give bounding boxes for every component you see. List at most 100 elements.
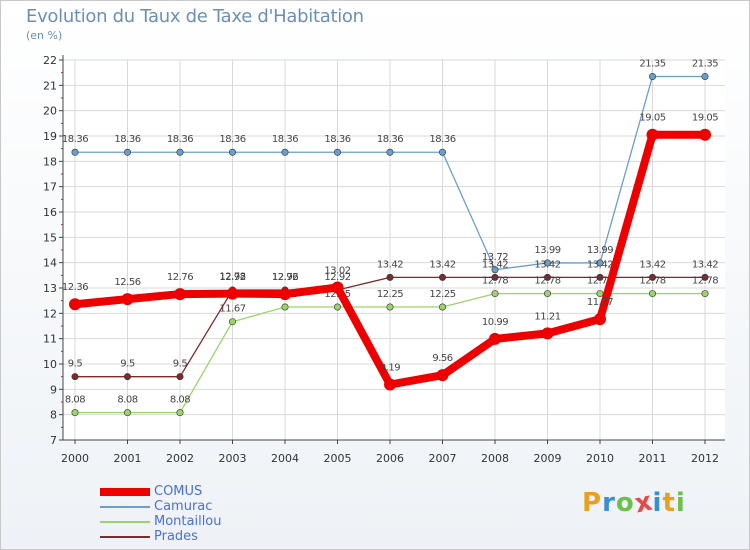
data-label-comus: 12.56 bbox=[114, 277, 140, 288]
y-tick-label: 15 bbox=[43, 231, 57, 244]
data-label-camurac: 18.36 bbox=[272, 134, 298, 145]
data-point-camurac bbox=[386, 148, 394, 156]
x-tick-label: 2004 bbox=[271, 452, 299, 465]
x-tick-label: 2009 bbox=[534, 452, 562, 465]
data-label-camurac: 18.36 bbox=[377, 134, 403, 145]
data-label-comus: 12.36 bbox=[62, 282, 88, 293]
legend-swatch bbox=[100, 520, 150, 523]
x-tick-label: 2006 bbox=[376, 452, 404, 465]
x-tick-label: 2011 bbox=[639, 452, 667, 465]
x-tick-label: 2008 bbox=[481, 452, 509, 465]
data-label-camurac: 13.99 bbox=[534, 245, 560, 256]
data-point-comus bbox=[121, 293, 134, 306]
data-label-camurac: 18.36 bbox=[219, 134, 245, 145]
data-point-prades bbox=[596, 273, 604, 281]
data-point-comus bbox=[279, 288, 291, 301]
data-point-montaillou bbox=[386, 303, 394, 311]
data-point-montaillou bbox=[71, 409, 79, 417]
data-point-prades bbox=[491, 273, 499, 281]
x-tick-label: 2003 bbox=[219, 452, 247, 465]
data-label-prades: 9.5 bbox=[173, 359, 188, 370]
data-label-prades: 12.92 bbox=[272, 272, 298, 283]
data-label-montaillou: 12.25 bbox=[429, 289, 455, 300]
chart-title: Evolution du Taux de Taxe d'Habitation bbox=[26, 6, 364, 27]
data-point-montaillou bbox=[596, 290, 604, 298]
x-tick-label: 2002 bbox=[166, 452, 194, 465]
logo-letter: i bbox=[652, 488, 663, 518]
y-tick-label: 17 bbox=[43, 181, 57, 194]
data-label-prades: 9.5 bbox=[120, 359, 135, 370]
data-point-camurac bbox=[71, 148, 79, 156]
data-point-montaillou bbox=[543, 290, 551, 298]
data-point-camurac bbox=[648, 72, 656, 80]
logo-letter: P bbox=[582, 488, 603, 518]
data-label-prades: 13.42 bbox=[534, 259, 560, 270]
data-label-prades: 13.42 bbox=[482, 259, 508, 270]
data-label-comus: 11.21 bbox=[534, 311, 560, 322]
logo-letter: r bbox=[602, 488, 616, 518]
legend-label: COMUS bbox=[154, 484, 203, 499]
y-tick-label: 14 bbox=[43, 257, 57, 270]
x-tick-label: 2001 bbox=[114, 452, 142, 465]
data-label-comus: 12.78 bbox=[219, 272, 245, 283]
data-point-comus bbox=[699, 128, 711, 141]
data-label-prades: 9.5 bbox=[68, 359, 83, 370]
legend-swatch bbox=[100, 535, 150, 538]
data-point-prades bbox=[124, 373, 132, 381]
data-point-montaillou bbox=[491, 290, 499, 298]
data-label-prades: 12.92 bbox=[324, 272, 350, 283]
data-point-camurac bbox=[281, 148, 289, 156]
data-label-prades: 13.42 bbox=[377, 259, 403, 270]
data-label-comus: 12.76 bbox=[272, 272, 298, 283]
data-point-comus bbox=[436, 369, 449, 382]
data-label-montaillou: 11.67 bbox=[219, 304, 245, 315]
data-point-comus bbox=[489, 332, 501, 345]
y-tick-label: 20 bbox=[43, 105, 57, 118]
data-point-montaillou bbox=[281, 303, 289, 311]
y-tick-label: 13 bbox=[43, 282, 57, 295]
data-label-montaillou: 12.78 bbox=[692, 276, 718, 287]
data-point-camurac bbox=[124, 148, 132, 156]
data-point-prades bbox=[648, 273, 656, 281]
legend: COMUS Camurac Montaillou Prades bbox=[100, 484, 222, 544]
data-label-camurac: 18.36 bbox=[62, 134, 88, 145]
y-tick-label: 19 bbox=[43, 130, 57, 143]
data-point-montaillou bbox=[333, 303, 341, 311]
data-label-prades: 13.42 bbox=[639, 259, 665, 270]
data-point-comus bbox=[541, 327, 554, 340]
data-label-camurac: 18.36 bbox=[167, 134, 193, 145]
legend-item-prades: Prades bbox=[100, 529, 222, 544]
legend-swatch bbox=[100, 505, 150, 508]
data-label-montaillou: 8.08 bbox=[117, 395, 137, 406]
logo-letter: o bbox=[615, 488, 635, 518]
data-point-montaillou bbox=[229, 318, 237, 326]
legend-label: Camurac bbox=[154, 499, 213, 514]
data-label-comus: 9.56 bbox=[432, 353, 452, 364]
data-label-comus: 11.77 bbox=[587, 297, 613, 308]
data-label-camurac: 21.35 bbox=[639, 58, 665, 69]
data-point-camurac bbox=[491, 266, 499, 274]
chart-unit-label: (en %) bbox=[26, 29, 63, 42]
data-label-prades: 12.92 bbox=[219, 272, 245, 283]
data-label-camurac: 18.36 bbox=[429, 134, 455, 145]
y-tick-label: 7 bbox=[50, 434, 57, 447]
data-point-comus bbox=[226, 287, 239, 300]
data-point-montaillou bbox=[648, 290, 656, 298]
data-point-comus bbox=[174, 288, 186, 301]
legend-label: Montaillou bbox=[154, 514, 222, 529]
legend-item-camurac: Camurac bbox=[100, 499, 222, 514]
y-tick-label: 12 bbox=[43, 307, 57, 320]
data-point-comus bbox=[594, 313, 606, 326]
data-label-comus: 19.05 bbox=[639, 113, 665, 124]
y-tick-label: 22 bbox=[43, 54, 57, 67]
data-point-prades bbox=[543, 273, 551, 281]
y-tick-label: 10 bbox=[43, 358, 57, 371]
proxiti-logo: Proxiti bbox=[582, 486, 686, 519]
y-tick-label: 9 bbox=[50, 383, 57, 396]
data-point-montaillou bbox=[176, 409, 184, 417]
data-label-comus: 10.99 bbox=[482, 317, 508, 328]
data-point-prades bbox=[386, 273, 394, 281]
data-point-comus bbox=[331, 281, 344, 294]
data-label-prades: 13.42 bbox=[587, 259, 613, 270]
y-tick-label: 16 bbox=[43, 206, 57, 219]
